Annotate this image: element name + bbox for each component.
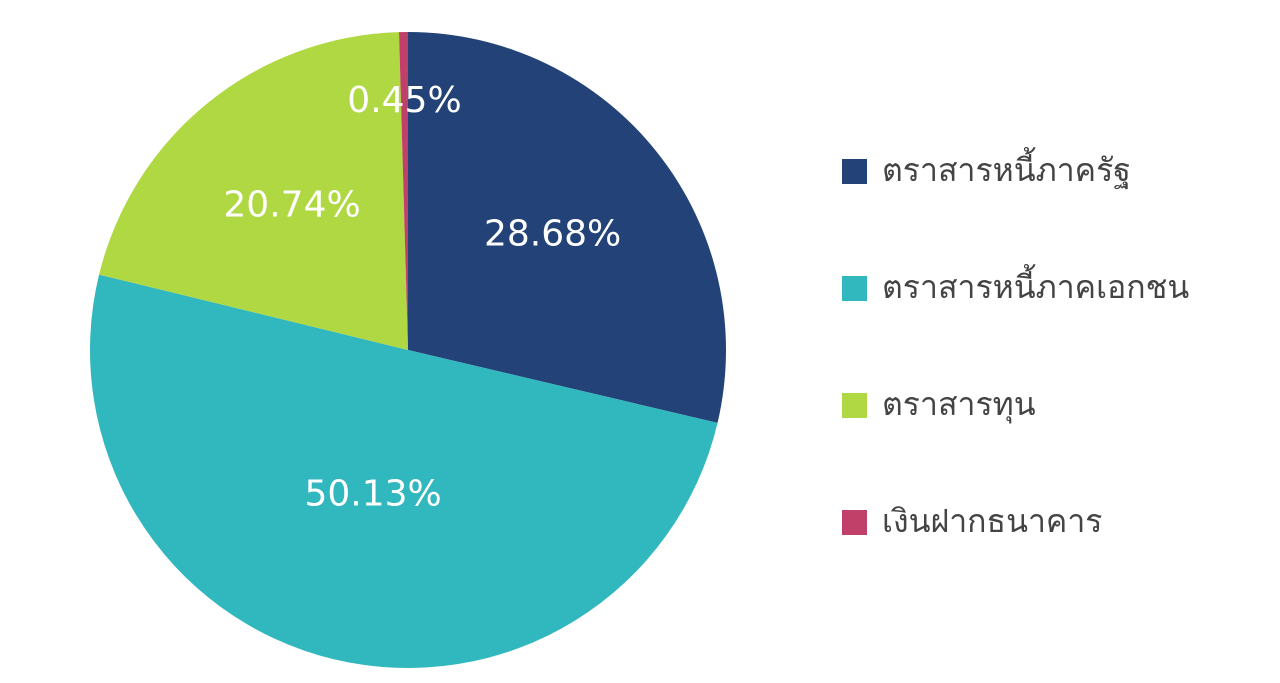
legend-label: เงินฝากธนาคาร — [882, 502, 1102, 540]
data-label: 0.45% — [347, 80, 461, 121]
data-label: 20.74% — [223, 185, 360, 226]
pie-slice — [89, 274, 718, 669]
legend-label: ตราสารทุน — [882, 385, 1036, 424]
pie-slice — [399, 32, 408, 350]
legend-swatch — [842, 276, 867, 301]
legend-swatch — [842, 510, 867, 535]
legend-label: ตราสารหนี้ภาคเอกชน — [882, 264, 1189, 306]
pie-slice — [99, 32, 408, 350]
legend-swatch — [842, 393, 867, 418]
legend-swatch — [842, 159, 867, 184]
data-label: 50.13% — [305, 473, 442, 514]
data-label: 28.68% — [484, 213, 621, 254]
legend-label: ตราสารหนี้ภาครัฐ — [882, 147, 1131, 190]
pie-slice — [408, 32, 727, 423]
